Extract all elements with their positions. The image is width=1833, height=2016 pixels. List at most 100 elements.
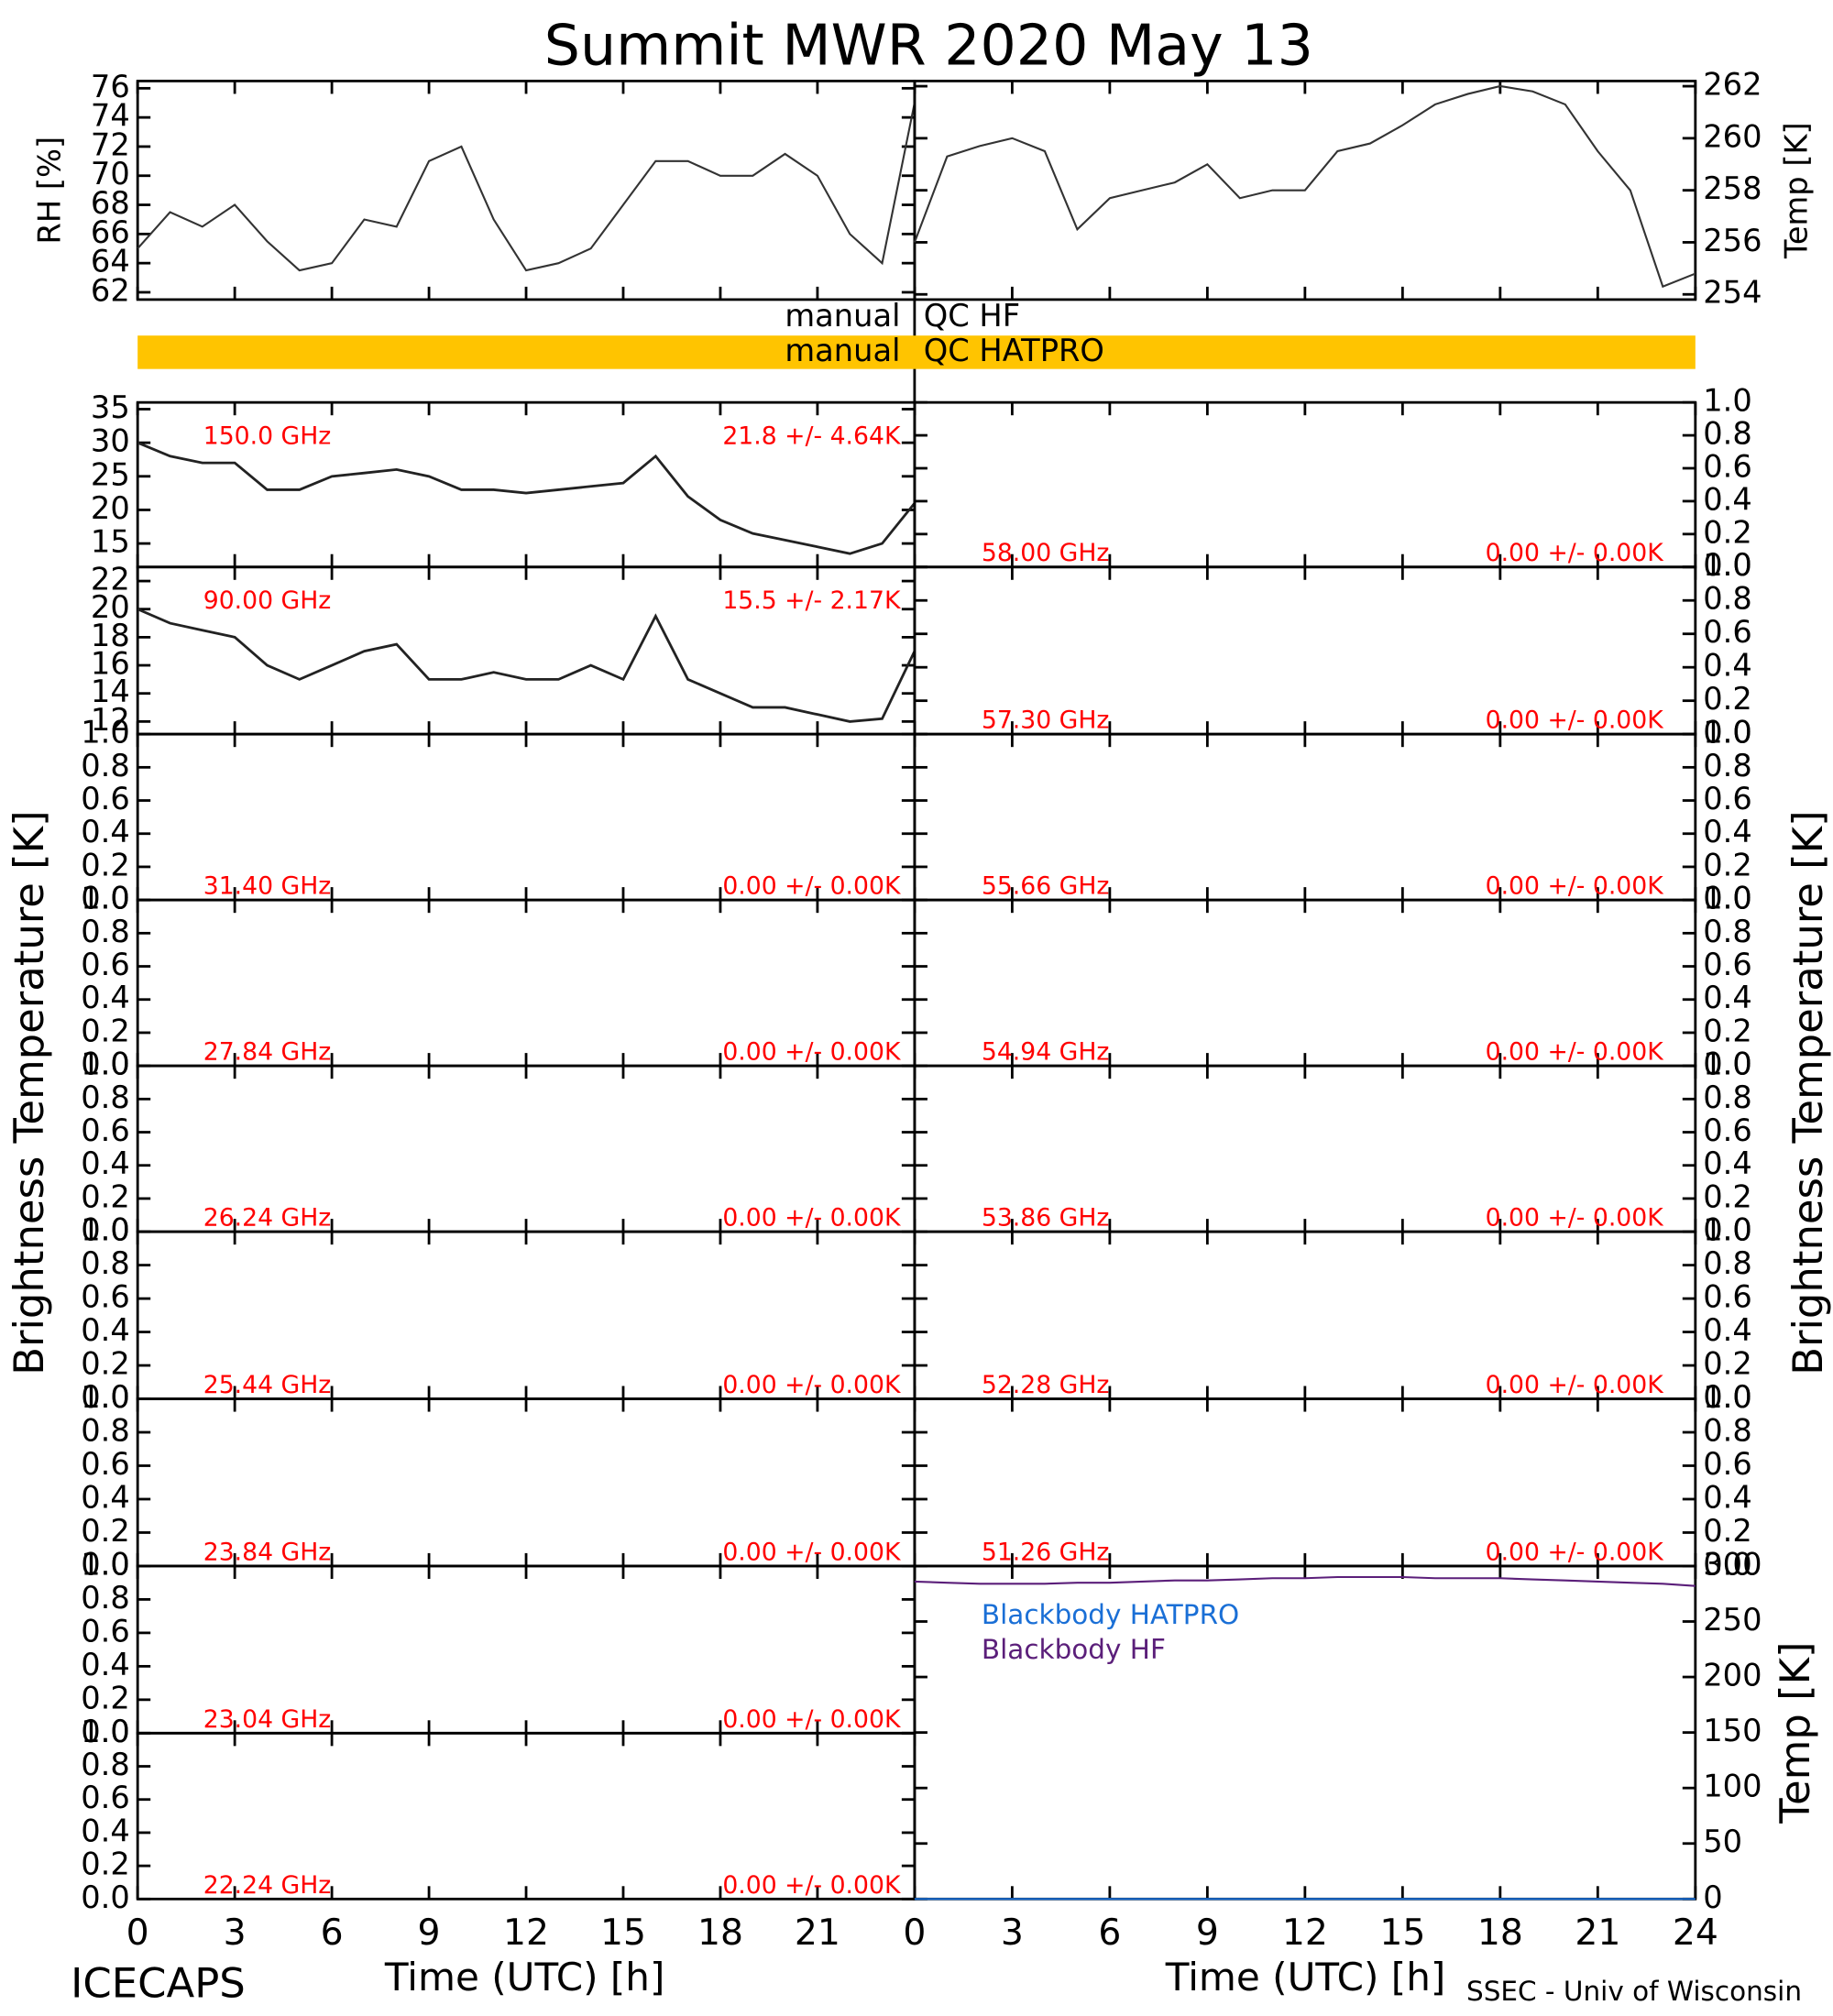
y-tick-label: 0.4: [81, 1145, 130, 1181]
figure-title: Summit MWR 2020 May 13: [544, 12, 1313, 78]
x-tick-label: 24: [1673, 1912, 1718, 1954]
panel-annotation: 0.00 +/- 0.00K: [1486, 872, 1665, 901]
y-tick-label: 0.0: [81, 881, 130, 916]
y-tick-label: 74: [91, 98, 130, 134]
y-tick-label: 258: [1703, 170, 1762, 206]
x-tick-label: 12: [503, 1912, 549, 1954]
panel-annotation: 22.24 GHz: [203, 1871, 332, 1900]
x-tick-label: 15: [1379, 1912, 1425, 1954]
panel-annotation: 90.00 GHz: [203, 586, 332, 615]
panel-annotation: 0.00 +/- 0.00K: [722, 1705, 902, 1734]
y-tick-label: 0.2: [81, 1513, 130, 1549]
y-tick-label: 0.6: [1703, 1446, 1752, 1482]
y-tick-label: 1.0: [1703, 881, 1752, 916]
y-tick-label: 0.2: [1703, 1178, 1752, 1214]
y-tick-label: 150: [1703, 1713, 1762, 1748]
y-tick-label: 0.8: [1703, 1245, 1752, 1281]
y-tick-label: 0.8: [81, 914, 130, 949]
y-tick-label: 0.4: [81, 1647, 130, 1682]
panel-annotation: 55.66 GHz: [982, 872, 1110, 901]
y-tick-label: 1.0: [1703, 715, 1752, 751]
panel-annotation: 0.00 +/- 0.00K: [1486, 539, 1665, 567]
y-tick-label: 0.0: [1703, 1212, 1752, 1248]
panel-annotation: 54.94 GHz: [982, 1038, 1110, 1067]
series-line: [137, 103, 916, 272]
x-tick-label: 18: [1477, 1912, 1523, 1954]
x-tick-label: 0: [903, 1912, 926, 1954]
bt-axis-label-right: Brightness Temperature [K]: [1784, 810, 1832, 1375]
y-tick-label: 0.2: [1703, 1513, 1752, 1549]
x-tick-label: 18: [697, 1912, 743, 1954]
y-tick-label: 0.4: [81, 1312, 130, 1348]
y-tick-label: 250: [1703, 1602, 1762, 1638]
qc-label: manual: [785, 333, 900, 368]
y-tick-label: 0.8: [1703, 581, 1752, 617]
y-tick-label: 0.0: [81, 1046, 130, 1082]
y-tick-label: 0.2: [81, 847, 130, 882]
series-line: [914, 1575, 1696, 1587]
y-tick-label: 0.6: [1703, 614, 1752, 650]
y-tick-label: 1.0: [81, 1046, 130, 1082]
y-tick-label: 0.2: [1703, 681, 1752, 717]
y-tick-label: 0.8: [1703, 1079, 1752, 1115]
panel-annotation: 0.00 +/- 0.00K: [1486, 707, 1665, 735]
y-tick-label: 0.6: [1703, 1112, 1752, 1148]
x-axis-label: Time (UTC) [h]: [384, 1955, 665, 2000]
y-tick-label: 0.0: [1703, 715, 1752, 751]
panel-annotation: 0.00 +/- 0.00K: [1486, 1538, 1665, 1566]
y-tick-label: 0.4: [1703, 481, 1752, 517]
x-tick-label: 15: [600, 1912, 646, 1954]
y-tick-label: 0.8: [81, 748, 130, 783]
y-tick-label: 0.6: [1703, 448, 1752, 484]
panel-annotation: 25.44 GHz: [203, 1371, 332, 1399]
y-tick-label: 62: [91, 272, 130, 308]
qc-label: manual: [785, 298, 900, 334]
qc-label: QC HF: [924, 298, 1020, 334]
y-tick-label: 0.6: [1703, 781, 1752, 816]
series-line: [137, 608, 916, 723]
y-tick-label: 0.4: [1703, 1145, 1752, 1181]
y-tick-label: 0.8: [1703, 416, 1752, 452]
y-tick-label: 0: [1703, 1879, 1722, 1915]
y-tick-label: 1.0: [1703, 383, 1752, 419]
panel-annotation: 57.30 GHz: [982, 707, 1110, 735]
y-tick-label: 0.0: [1703, 1546, 1752, 1582]
y-tick-label: 0.0: [1703, 1379, 1752, 1415]
x-tick-label: 9: [418, 1912, 441, 1954]
y-tick-label: 260: [1703, 118, 1762, 154]
y-tick-label: 0.4: [1703, 980, 1752, 1015]
y-tick-label: 0.2: [81, 1178, 130, 1214]
y-tick-label: 1.0: [81, 1714, 130, 1749]
y-tick-label: 0.8: [81, 1580, 130, 1616]
y-tick-label: 68: [91, 185, 130, 221]
series-line: [913, 84, 1696, 289]
y-tick-label: 0.4: [81, 814, 130, 849]
y-tick-label: 0.0: [81, 1879, 130, 1915]
y-tick-label: 1.0: [81, 715, 130, 751]
y-tick-label: 0.8: [81, 1245, 130, 1281]
y-tick-label: 0.6: [81, 947, 130, 982]
y-tick-label: 70: [91, 156, 130, 192]
x-axis-label: Time (UTC) [h]: [1165, 1955, 1446, 2000]
x-tick-label: 21: [1575, 1912, 1620, 1954]
x-tick-label: 9: [1196, 1912, 1219, 1954]
panel-frame: [136, 79, 916, 301]
y-tick-label: 0.0: [81, 1714, 130, 1749]
y-tick-label: 100: [1703, 1769, 1762, 1804]
y-tick-label: 0.6: [81, 1112, 130, 1148]
y-tick-label: 1.0: [81, 1546, 130, 1582]
y-tick-label: 0.8: [1703, 914, 1752, 949]
x-tick-label: 12: [1282, 1912, 1328, 1954]
y-tick-label: 262: [1703, 67, 1762, 103]
panel-annotation: 0.00 +/- 0.00K: [722, 1371, 902, 1399]
y-tick-label: 300: [1703, 1546, 1762, 1582]
y-tick-label: 1.0: [81, 1379, 130, 1415]
y-tick-label: 0.8: [81, 1079, 130, 1115]
footer-left: ICECAPS: [71, 1959, 246, 2008]
y-axis-label: Temp [K]: [1771, 1641, 1819, 1824]
y-tick-label: 0.2: [1703, 847, 1752, 882]
footer-right: SSEC - Univ of Wisconsin: [1466, 1976, 1802, 2007]
y-tick-label: 0.6: [1703, 1279, 1752, 1315]
y-tick-label: 0.6: [1703, 947, 1752, 982]
